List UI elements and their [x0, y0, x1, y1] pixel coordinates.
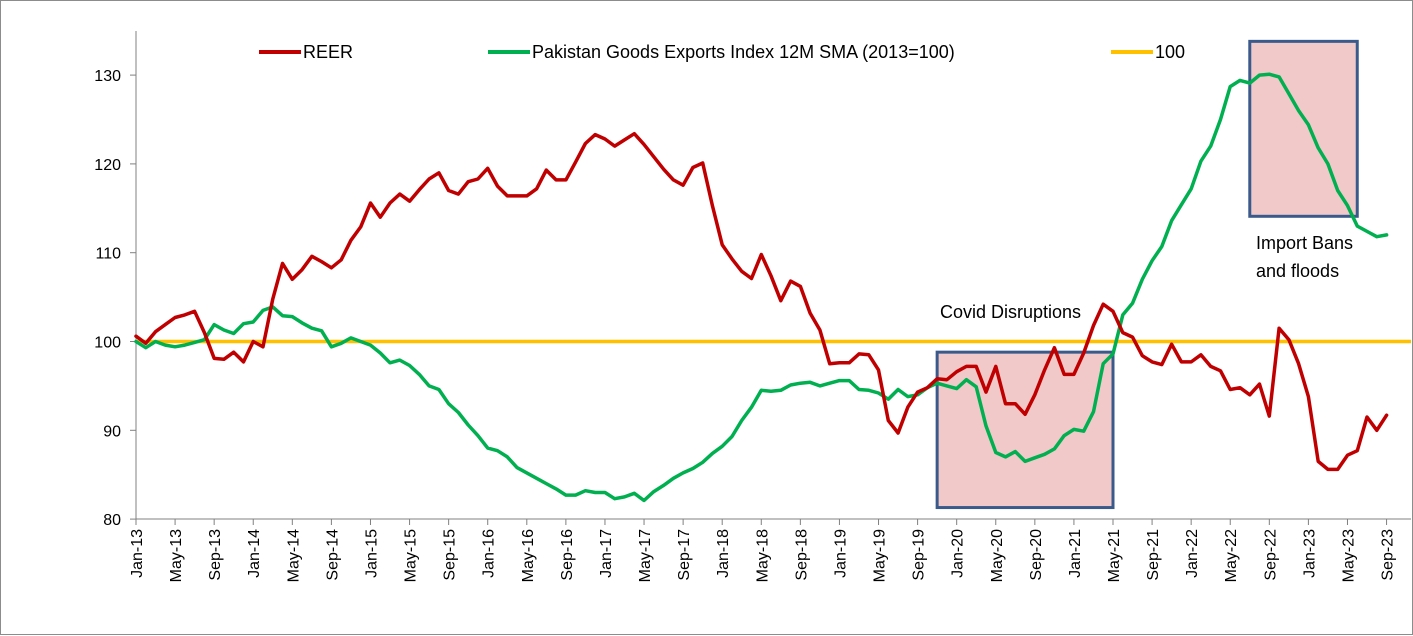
y-tick-label: 100 [94, 335, 121, 352]
x-tick-label: May-14 [285, 529, 302, 582]
x-tick-label: May-23 [1340, 529, 1357, 582]
legend-item-exports-index-label: Pakistan Goods Exports Index 12M SMA (20… [532, 42, 955, 62]
legend: REER Pakistan Goods Exports Index 12M SMA… [259, 42, 1185, 62]
x-tick-label: Jan-18 [715, 529, 732, 578]
x-tick-label: Jan-13 [129, 529, 146, 578]
y-tick-label: 90 [103, 423, 121, 440]
x-tick-label: Jan-23 [1301, 529, 1318, 578]
x-tick-label: Sep-20 [1028, 529, 1045, 581]
y-tick-label: 110 [95, 246, 121, 263]
x-tick-label: Sep-14 [324, 529, 341, 581]
x-tick-label: May-13 [168, 529, 185, 582]
x-tick-label: Jan-19 [832, 529, 849, 578]
y-ticks: 80 90 100 110 120 130 [94, 68, 136, 529]
x-tick-label: May-16 [520, 529, 537, 582]
highlight-box-1 [935, 350, 1115, 510]
highlight-box-2 [1248, 39, 1359, 218]
x-tick-label: May-15 [403, 529, 420, 582]
x-tick-label: Sep-17 [676, 529, 693, 581]
x-tick-label: May-17 [637, 529, 654, 582]
x-tick-label: Jan-20 [950, 529, 967, 578]
x-tick-label: Sep-15 [442, 529, 459, 581]
annotation-import-bans-line2: and floods [1256, 261, 1339, 281]
annotation-covid: Covid Disruptions [940, 302, 1081, 322]
x-tick-label: Jan-16 [481, 529, 498, 578]
annotations: Covid Disruptions Import Bans and floods [940, 233, 1353, 322]
x-tick-label: Sep-21 [1145, 529, 1162, 581]
x-tick-label: Jan-17 [598, 529, 615, 578]
series-lines [134, 72, 1411, 503]
y-tick-label: 130 [94, 68, 121, 85]
x-tick-label: May-21 [1106, 529, 1123, 582]
legend-item-100-label: 100 [1155, 42, 1185, 62]
x-tick-label: May-22 [1223, 529, 1240, 582]
x-tick-label: Jan-21 [1067, 529, 1084, 578]
axes [135, 31, 1411, 520]
x-tick-label: May-20 [989, 529, 1006, 582]
annotation-import-bans-line1: Import Bans [1256, 233, 1353, 253]
x-tick-label: Sep-22 [1262, 529, 1279, 581]
x-tick-label: Sep-23 [1380, 529, 1397, 581]
x-tick-label: Jan-15 [363, 529, 380, 578]
y-tick-label: 80 [103, 512, 121, 529]
x-tick-label: Jan-14 [246, 529, 263, 578]
x-tick-label: Sep-13 [207, 529, 224, 581]
legend-item-reer-label: REER [303, 42, 353, 62]
x-tick-label: Sep-16 [559, 529, 576, 581]
series-line-reer [134, 131, 1389, 472]
x-ticks: Jan-13 May-13 Sep-13 Jan-14 May-14 Sep-14 Jan-… [129, 519, 1397, 582]
series-line-exports-index [134, 72, 1389, 503]
x-tick-label: Sep-18 [793, 529, 810, 581]
y-tick-label: 120 [94, 157, 121, 174]
x-tick-label: May-19 [872, 529, 889, 582]
x-tick-label: May-18 [754, 529, 771, 582]
x-tick-label: Sep-19 [911, 529, 928, 581]
x-tick-label: Jan-22 [1184, 529, 1201, 578]
